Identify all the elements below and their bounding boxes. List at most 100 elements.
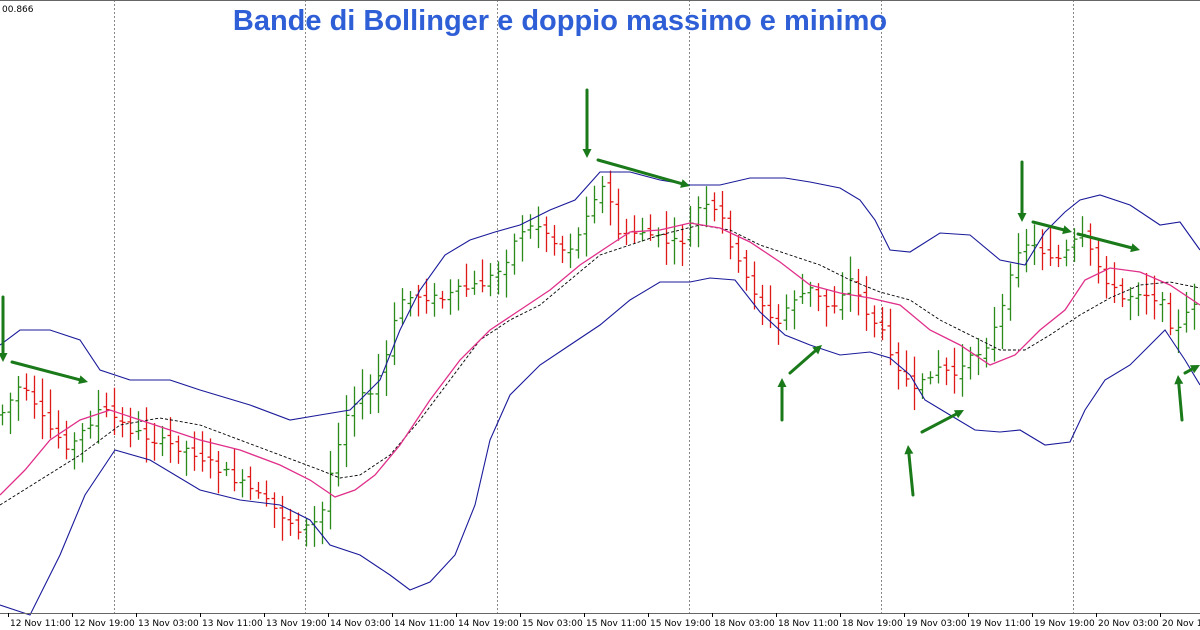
- price-bar: [471, 270, 478, 295]
- price-bar: [439, 290, 446, 309]
- signal-arrow-9: [1031, 220, 1072, 235]
- price-bar: [431, 283, 438, 317]
- x-tick-label: 19 Nov 19:00: [1034, 619, 1095, 629]
- price-bar: [151, 423, 158, 461]
- price-bar: [919, 373, 926, 399]
- signal-arrow-2: [582, 88, 592, 158]
- price-bar: [287, 508, 294, 536]
- price-bar: [103, 392, 110, 418]
- price-bar: [87, 410, 94, 439]
- price-bar: [359, 369, 366, 420]
- price-bar: [159, 425, 166, 457]
- price-bar: [119, 407, 126, 438]
- price-bar: [679, 225, 686, 266]
- price-bar: [943, 357, 950, 386]
- price-bar: [1127, 287, 1134, 321]
- signal-arrow-1: [10, 360, 88, 385]
- price-bar: [551, 225, 558, 256]
- price-bar: [447, 279, 454, 315]
- price-bar: [55, 410, 62, 449]
- price-bar: [727, 210, 734, 260]
- x-tick: 18 Nov 19:00: [840, 613, 903, 629]
- price-bar: [143, 407, 150, 463]
- price-bar: [271, 492, 278, 528]
- chart-title: Bande di Bollinger e doppio massimo e mi…: [233, 5, 887, 37]
- x-tick-label: 15 Nov 19:00: [650, 619, 711, 629]
- x-tick-label: 18 Nov 03:00: [714, 619, 775, 629]
- price-bar: [399, 288, 406, 325]
- price-bar: [847, 256, 854, 312]
- price-bar: [407, 291, 414, 317]
- indicator-lines: [0, 171, 1200, 616]
- price-bar: [303, 518, 310, 547]
- x-tick: 19 Nov 03:00: [904, 613, 967, 629]
- price-bar: [591, 185, 598, 224]
- price-bar: [519, 215, 526, 262]
- price-bar: [935, 350, 942, 384]
- price-bar: [47, 389, 54, 439]
- price-bar: [735, 234, 742, 273]
- x-tick: 15 Nov 03:00: [520, 613, 583, 629]
- price-bar: [527, 214, 534, 239]
- signal-arrow-10: [1076, 232, 1140, 253]
- x-tick-label: 12 Nov 19:00: [74, 619, 135, 629]
- price-bar: [743, 250, 750, 291]
- price-bar: [1055, 244, 1062, 268]
- price-bar: [887, 308, 894, 366]
- x-tick-label: 13 Nov 19:00: [266, 619, 327, 629]
- price-bar: [343, 395, 350, 468]
- price-bar: [511, 233, 518, 275]
- price-bar: [375, 353, 382, 413]
- price-bar: [1143, 273, 1150, 315]
- signal-arrow-0: [0, 295, 8, 362]
- x-tick-label: 19 Nov 03:00: [906, 619, 967, 629]
- price-bar: [863, 276, 870, 331]
- price-bar: [167, 417, 174, 463]
- signal-arrow-11: [1174, 375, 1184, 422]
- price-bar: [1047, 225, 1054, 266]
- upper-bollinger-band: [0, 171, 1200, 421]
- price-bar: [959, 344, 966, 397]
- price-bar: [991, 306, 998, 362]
- price-bar: [295, 512, 302, 540]
- x-tick: 20 Nov 03:00: [1096, 613, 1159, 629]
- price-bar: [719, 190, 726, 234]
- price-bar: [183, 440, 190, 476]
- price-bar: [775, 304, 782, 345]
- price-bar: [175, 435, 182, 464]
- price-bar: [231, 448, 238, 492]
- x-tick: 12 Nov 11:00: [8, 613, 71, 629]
- price-bar: [383, 340, 390, 397]
- price-bar: [423, 278, 430, 314]
- x-tick: 13 Nov 11:00: [200, 613, 263, 629]
- x-tick: 12 Nov 19:00: [72, 613, 135, 629]
- x-tick: 18 Nov 11:00: [776, 613, 839, 629]
- price-bar: [367, 374, 374, 415]
- price-bar: [455, 279, 462, 311]
- price-bar: [615, 188, 622, 241]
- signal-arrows: [0, 88, 1200, 497]
- price-bar: [575, 227, 582, 259]
- x-tick: 14 Nov 11:00: [392, 613, 455, 629]
- x-tick: 15 Nov 11:00: [584, 613, 647, 629]
- price-bar: [567, 233, 574, 269]
- x-tick: 14 Nov 19:00: [456, 613, 519, 629]
- middle-moving-average: [0, 222, 1200, 498]
- x-tick-label: 19 Nov 11:00: [970, 619, 1031, 629]
- price-bar: [503, 249, 510, 298]
- price-bar: [1015, 233, 1022, 288]
- price-bar: [239, 469, 246, 498]
- price-bar: [791, 290, 798, 330]
- price-bar: [279, 495, 286, 541]
- price-label: 00.866: [2, 5, 34, 15]
- dashed-moving-average: [0, 224, 1200, 506]
- x-tick-label: 13 Nov 11:00: [202, 619, 263, 629]
- x-tick-label: 14 Nov 19:00: [458, 619, 519, 629]
- price-bar: [1023, 228, 1030, 273]
- x-tick: 15 Nov 19:00: [648, 613, 711, 629]
- price-bar: [327, 451, 334, 530]
- lower-bollinger-band: [0, 277, 1200, 616]
- price-bar: [831, 286, 838, 314]
- price-bar: [255, 481, 262, 499]
